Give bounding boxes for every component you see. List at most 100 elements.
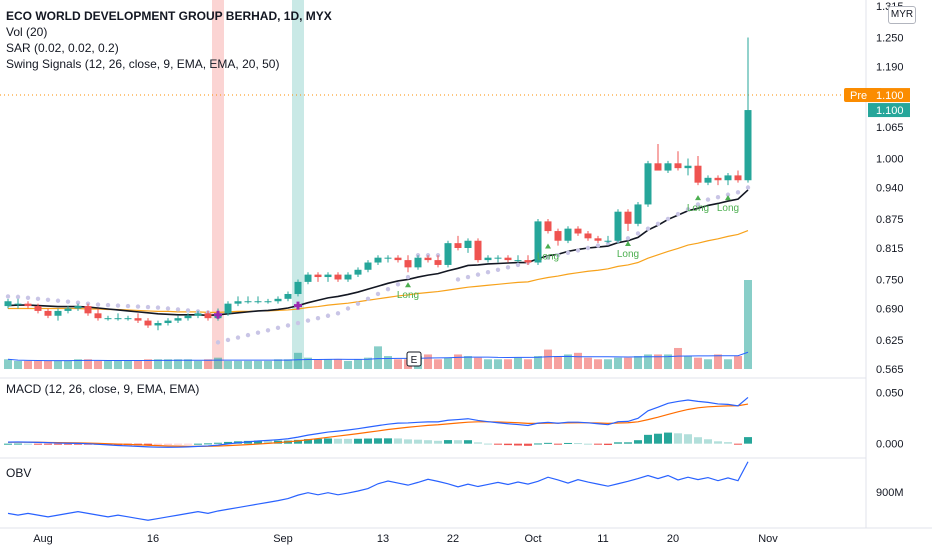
long-signal-label: Long bbox=[687, 203, 709, 214]
candle bbox=[544, 218, 552, 234]
macd-histogram-bar bbox=[14, 443, 22, 445]
candle-body bbox=[154, 323, 162, 326]
macd-histogram-bar bbox=[614, 442, 622, 444]
sar-indicator-label[interactable]: SAR (0.02, 0.02, 0.2) bbox=[6, 41, 119, 55]
volume-bar bbox=[174, 359, 182, 369]
volume-bar bbox=[124, 360, 132, 369]
macd-histogram-bar bbox=[454, 440, 462, 444]
macd-indicator-label[interactable]: MACD (12, 26, close, 9, EMA, EMA) bbox=[6, 382, 200, 396]
macd-histogram-bar bbox=[444, 440, 452, 444]
volume-bar bbox=[564, 354, 572, 369]
sar-dot bbox=[255, 330, 261, 335]
candle-body bbox=[134, 318, 142, 321]
volume-bar bbox=[214, 357, 222, 369]
candle bbox=[84, 303, 92, 316]
sar-dot bbox=[495, 267, 501, 272]
volume-bar bbox=[524, 359, 532, 369]
candle bbox=[454, 235, 462, 251]
price-tick-label: 0.875 bbox=[876, 214, 904, 226]
candle bbox=[124, 315, 132, 321]
macd-histogram-bar bbox=[24, 443, 32, 445]
candle bbox=[504, 255, 512, 263]
candle bbox=[334, 272, 342, 282]
candle-body bbox=[674, 163, 682, 169]
macd-histogram-bar bbox=[44, 443, 52, 445]
candle bbox=[224, 301, 232, 316]
candle bbox=[414, 255, 422, 270]
macd-histogram-bar bbox=[684, 434, 692, 444]
volume-bar bbox=[14, 360, 22, 369]
macd-histogram-bar bbox=[574, 443, 582, 445]
volume-bar bbox=[334, 359, 342, 369]
volume-bar bbox=[654, 354, 662, 369]
macd-histogram-bar bbox=[294, 439, 302, 444]
macd-histogram-bar bbox=[624, 442, 632, 444]
time-tick-label: 16 bbox=[147, 533, 159, 545]
macd-histogram-bar bbox=[334, 438, 342, 444]
volume-bar bbox=[374, 346, 382, 369]
volume-bar bbox=[704, 359, 712, 369]
macd-line bbox=[7, 397, 749, 448]
candle-body bbox=[594, 238, 602, 241]
sar-dot bbox=[325, 313, 331, 318]
candle-body bbox=[124, 318, 132, 320]
candle-body bbox=[354, 269, 362, 275]
volume-bar bbox=[254, 360, 262, 369]
volume-bar bbox=[544, 349, 552, 369]
ema20-line bbox=[7, 189, 749, 317]
macd-histogram-bar bbox=[254, 440, 262, 444]
sar-dot bbox=[465, 274, 471, 280]
candle bbox=[294, 279, 302, 297]
volume-bar bbox=[694, 357, 702, 369]
candle-body bbox=[544, 221, 552, 232]
sar-dot bbox=[225, 337, 231, 343]
long-signal-arrow bbox=[625, 241, 631, 247]
candle-body bbox=[504, 257, 512, 261]
candle-body bbox=[424, 257, 432, 261]
sar-dot bbox=[15, 294, 21, 300]
volume-bar bbox=[314, 359, 322, 369]
candle bbox=[664, 160, 672, 173]
sar-dot bbox=[745, 185, 751, 190]
volume-indicator-label[interactable]: Vol (20) bbox=[6, 25, 48, 39]
macd-histogram-bar bbox=[634, 440, 642, 444]
volume-bar bbox=[134, 360, 142, 369]
sar-dot bbox=[695, 202, 701, 207]
candle-body bbox=[284, 293, 292, 299]
macd-histogram-bar bbox=[174, 443, 182, 445]
obv-line bbox=[7, 461, 749, 521]
macd-histogram-bar bbox=[514, 443, 522, 446]
macd-histogram-bar bbox=[414, 439, 422, 444]
obv-indicator-label[interactable]: OBV bbox=[6, 466, 32, 480]
candle bbox=[704, 175, 712, 186]
candle-body bbox=[324, 274, 332, 278]
macd-histogram-bar bbox=[394, 438, 402, 444]
macd-histogram-bar bbox=[654, 433, 662, 444]
pre-badge-value: 1.100 bbox=[876, 90, 904, 102]
sar-dot bbox=[485, 270, 491, 275]
candle-body bbox=[114, 318, 122, 320]
macd-histogram-bar bbox=[74, 443, 82, 445]
swing-signals-indicator-label[interactable]: Swing Signals (12, 26, close, 9, EMA, EM… bbox=[6, 57, 280, 71]
sar-dot bbox=[635, 231, 641, 236]
candle bbox=[314, 272, 322, 282]
candle-body bbox=[624, 211, 632, 224]
candle bbox=[204, 310, 212, 321]
macd-histogram-bar bbox=[34, 443, 42, 445]
candle bbox=[404, 255, 412, 273]
volume-bar bbox=[234, 360, 242, 369]
candle-body bbox=[654, 163, 662, 171]
candle bbox=[14, 298, 22, 309]
candle bbox=[584, 231, 592, 241]
sar-dot bbox=[265, 328, 271, 333]
crossover-marker bbox=[294, 301, 302, 310]
candle bbox=[94, 308, 102, 321]
macd-histogram-bar bbox=[4, 443, 12, 445]
candle-body bbox=[534, 221, 542, 263]
candle-body bbox=[414, 257, 422, 268]
price-tick-label: 1.065 bbox=[876, 122, 904, 134]
candle bbox=[604, 235, 612, 244]
currency-button[interactable]: MYR bbox=[888, 6, 916, 24]
macd-histogram-bar bbox=[374, 438, 382, 444]
